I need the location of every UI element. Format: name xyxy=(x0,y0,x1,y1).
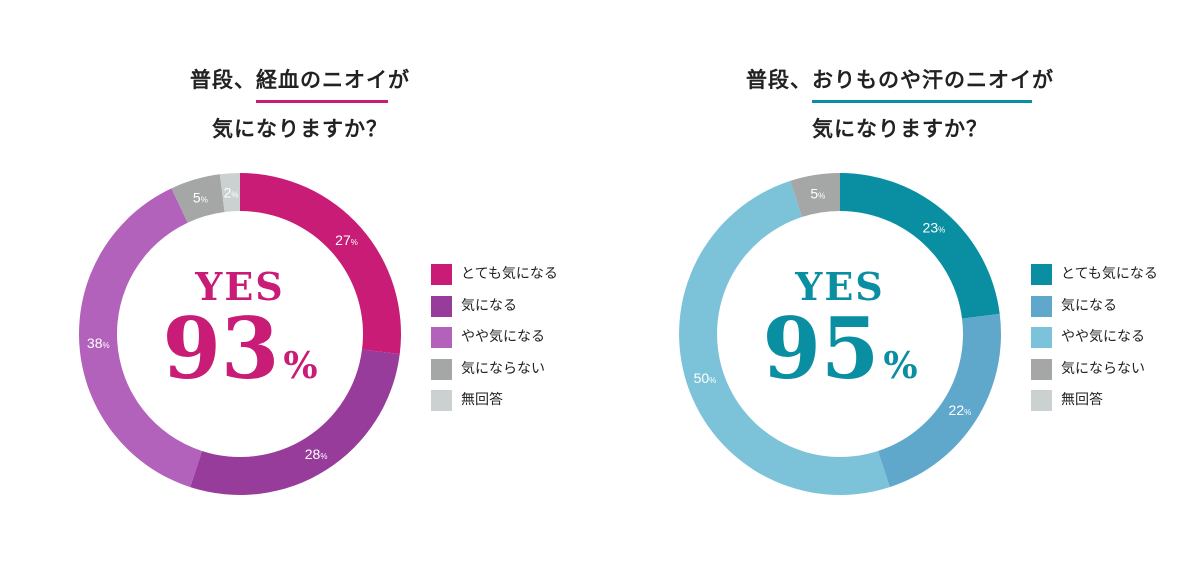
donut-segment-2 xyxy=(878,313,1001,488)
legend-swatch xyxy=(1031,295,1052,317)
title-suffix: が xyxy=(388,68,410,92)
legend-label: 気になる xyxy=(461,297,517,314)
chart-title-line2: 気になりますか？ xyxy=(212,117,388,141)
title-prefix: 普段、 xyxy=(746,68,812,92)
legend-swatch xyxy=(1031,264,1052,285)
data-label: 22% xyxy=(949,402,972,418)
legend-item: 気になる xyxy=(431,295,558,328)
title-suffix: が xyxy=(1032,68,1054,92)
chart-title-line1: 普段、経血のニオイが xyxy=(0,64,600,103)
donut-segment-3 xyxy=(78,188,202,488)
legend-label: とても気になる xyxy=(1061,266,1158,282)
data-label: 50% xyxy=(694,370,717,386)
legend-swatch xyxy=(1031,358,1052,380)
legend-swatch xyxy=(431,327,452,348)
legend-swatch xyxy=(1031,327,1052,348)
data-label: 5% xyxy=(193,190,208,206)
legend-item: 気になる xyxy=(1031,295,1158,328)
legend-swatch xyxy=(1031,390,1052,411)
legend-item: 無回答 xyxy=(1031,390,1158,422)
donut-segment-2 xyxy=(190,349,400,495)
legend-label: 気にならない xyxy=(461,360,545,377)
center-value: 93% xyxy=(162,299,317,398)
legend-item: 無回答 xyxy=(431,390,558,422)
legend-item: やや気になる xyxy=(431,327,558,359)
donut-segment-5 xyxy=(219,173,240,212)
chart-title-line1: 普段、おりものや汗のニオイが xyxy=(600,64,1200,103)
legend-label: やや気になる xyxy=(1061,329,1145,345)
legend-item: 気にならない xyxy=(431,358,558,391)
chart-panel-2: 普段、おりものや汗のニオイが 気になりますか？ 23% 22% 50% 5% YES 95… xyxy=(600,0,1200,580)
legend-swatch xyxy=(431,358,452,380)
legend-swatch xyxy=(431,390,452,411)
donut-segment-4 xyxy=(171,174,225,223)
legend-item: 気にならない xyxy=(1031,358,1158,391)
legend-item: とても気になる xyxy=(431,264,558,296)
legend-item: とても気になる xyxy=(1031,264,1158,296)
center-label: YES xyxy=(794,264,885,309)
legend-swatch xyxy=(431,295,452,317)
legend-swatch xyxy=(431,264,452,285)
title-highlight: 経血のニオイ xyxy=(256,64,388,103)
legend-label: やや気になる xyxy=(461,329,545,345)
chart-panel-1: 普段、経血のニオイが 気になりますか？ 27% 28% 38% 5% 2% YES 93% … xyxy=(0,64,600,495)
legend-label: 無回答 xyxy=(1061,392,1103,408)
legend-label: 気になる xyxy=(1061,297,1117,314)
title-prefix: 普段、 xyxy=(190,68,256,92)
legend-label: とても気になる xyxy=(461,266,558,282)
data-label: 5% xyxy=(810,186,825,202)
chart-legend: とても気になる 気になるやや気になる 気にならない 無回答 xyxy=(431,264,558,422)
center-label: YES xyxy=(194,264,285,309)
chart-title-line2: 気になりますか？ xyxy=(812,117,988,141)
data-label: 27% xyxy=(335,232,358,248)
legend-label: 気にならない xyxy=(1061,360,1145,377)
legend-label: 無回答 xyxy=(461,392,503,408)
data-label: 23% xyxy=(923,219,946,235)
donut-segment-3 xyxy=(679,180,890,495)
center-value: 95% xyxy=(762,299,917,398)
donut-segment-4 xyxy=(790,173,840,218)
donut-segment-1 xyxy=(840,173,1000,319)
title-highlight: おりものや汗のニオイ xyxy=(812,64,1032,103)
legend-item: やや気になる xyxy=(1031,327,1158,359)
data-label: 28% xyxy=(305,446,328,462)
data-label: 2% xyxy=(224,184,239,200)
data-label: 38% xyxy=(87,335,110,351)
donut-segment-1 xyxy=(240,173,401,355)
chart-legend: とても気になる 気になるやや気になる 気にならない 無回答 xyxy=(1031,264,1158,422)
